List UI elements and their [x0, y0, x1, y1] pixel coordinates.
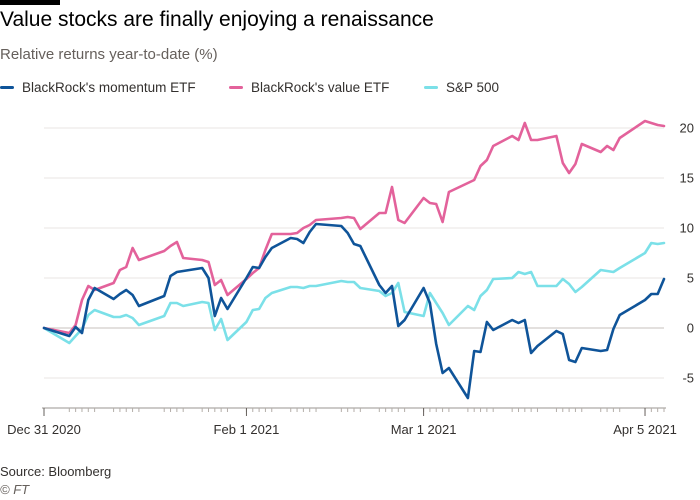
x-tick-label: Dec 31 2020: [7, 422, 81, 437]
legend-swatch-momentum: [0, 86, 14, 89]
brand-bar: [0, 0, 60, 5]
chart-title: Value stocks are finally enjoying a rena…: [0, 8, 434, 31]
y-tick-label-15: 15: [680, 171, 694, 186]
series-line-1: [42, 119, 666, 335]
y-tick-label-5: 5: [687, 271, 694, 286]
x-axis: Dec 31 2020 Feb 1 2021 Mar 1 2021 Apr 5 202…: [7, 407, 677, 437]
y-tick-label-10: 10: [680, 221, 694, 236]
grid-lines: [44, 127, 664, 379]
legend-swatch-value: [229, 86, 243, 89]
series-line-2: [42, 241, 666, 345]
legend-swatch-sp500: [424, 86, 438, 89]
y-tick-label-20: 20: [680, 121, 694, 136]
y-tick-label--5: -5: [682, 371, 694, 386]
legend-label-momentum: BlackRock's momentum ETF: [22, 80, 196, 95]
legend-label-sp500: S&P 500: [446, 80, 500, 95]
legend-label-value: BlackRock's value ETF: [251, 80, 390, 95]
y-axis-labels: -5 0 5 10 15 20: [680, 121, 694, 386]
x-tick-label: Feb 1 2021: [214, 422, 280, 437]
x-tick-label: Apr 5 2021: [613, 422, 677, 437]
legend-item-sp500: S&P 500: [424, 80, 499, 95]
legend-item-momentum: BlackRock's momentum ETF: [0, 80, 196, 95]
ft-credit: © FT: [0, 482, 30, 497]
chart-subtitle: Relative returns year-to-date (%): [0, 46, 218, 63]
legend-item-value: BlackRock's value ETF: [229, 80, 389, 95]
x-tick-label: Mar 1 2021: [391, 422, 457, 437]
source-note: Source: Bloomberg: [0, 464, 112, 479]
series-lines: [42, 119, 666, 400]
y-tick-label-0: 0: [687, 321, 694, 336]
series-line-0: [42, 222, 666, 400]
